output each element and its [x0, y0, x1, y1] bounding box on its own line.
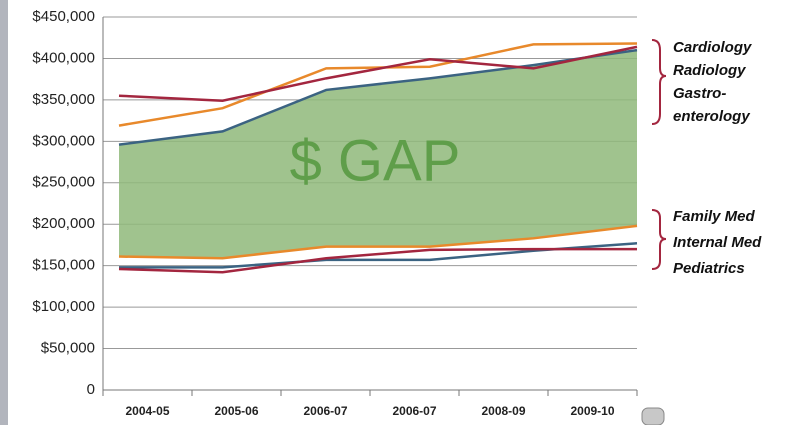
x-tick-label: 2008-09 — [481, 404, 525, 418]
x-tick-label: 2006-07 — [303, 404, 347, 418]
series-line — [118, 247, 637, 274]
x-tick-label: 2009-10 — [570, 404, 614, 418]
annotation: Radiology — [673, 62, 746, 79]
y-tick-label: $350,000 — [32, 91, 95, 108]
y-tick-label: $250,000 — [32, 174, 95, 191]
x-tick-label: 2005-06 — [214, 404, 258, 418]
y-tick-label: $50,000 — [41, 340, 95, 357]
series-line — [118, 45, 638, 102]
y-tick-label: $300,000 — [32, 132, 95, 149]
annotation: Pediatrics — [673, 260, 745, 277]
y-tick-label: $100,000 — [32, 298, 95, 315]
y-tick-label: $450,000 — [32, 8, 95, 25]
gap-label: $ GAP — [290, 128, 461, 193]
gap-area — [119, 50, 637, 259]
series-line — [118, 48, 638, 146]
x-tick-label: 2004-05 — [125, 404, 169, 418]
side-strip — [0, 0, 8, 425]
icon — [641, 407, 665, 426]
x-tick-label: 2006-07 — [392, 404, 436, 418]
annotation: Cardiology — [673, 39, 752, 56]
y-tick-label: $150,000 — [32, 257, 95, 274]
annotation: Internal Med — [673, 234, 762, 251]
bracket — [651, 39, 667, 125]
series-line — [118, 224, 638, 260]
y-tick-label: $200,000 — [32, 215, 95, 232]
bracket — [651, 209, 667, 270]
y-tick-label: 0 — [87, 381, 95, 398]
annotation: enterology — [673, 108, 750, 125]
annotation: Family Med — [673, 208, 756, 225]
annotation: Gastro- — [673, 85, 726, 102]
y-tick-label: $400,000 — [32, 49, 95, 66]
